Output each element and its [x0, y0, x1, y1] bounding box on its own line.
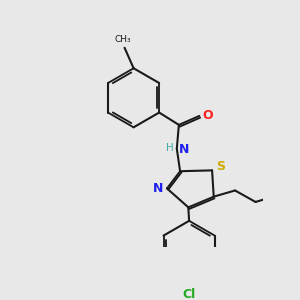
Text: H: H [166, 143, 173, 153]
Text: N: N [152, 182, 163, 195]
Text: N: N [178, 143, 189, 156]
Text: CH₃: CH₃ [115, 35, 131, 44]
Text: O: O [202, 109, 213, 122]
Text: Cl: Cl [182, 288, 196, 300]
Text: S: S [216, 160, 225, 173]
